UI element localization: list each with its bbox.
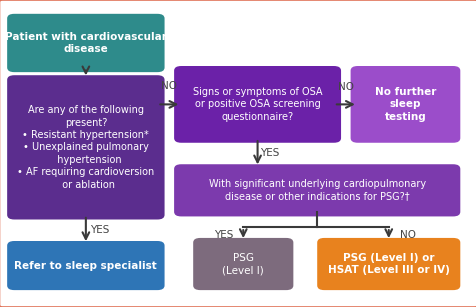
Text: No further
sleep
testing: No further sleep testing	[374, 87, 435, 122]
Text: YES: YES	[90, 225, 109, 235]
FancyBboxPatch shape	[174, 66, 340, 143]
Text: PSG
(Level I): PSG (Level I)	[222, 253, 264, 275]
Text: Are any of the following
present?
• Resistant hypertension*
• Unexplained pulmon: Are any of the following present? • Resi…	[17, 105, 154, 189]
Text: NO: NO	[337, 83, 353, 92]
FancyBboxPatch shape	[7, 241, 164, 290]
Text: YES: YES	[259, 149, 278, 158]
FancyBboxPatch shape	[193, 238, 293, 290]
Text: Signs or symptoms of OSA
or positive OSA screening
questionnaire?: Signs or symptoms of OSA or positive OSA…	[192, 87, 322, 122]
Text: Patient with cardiovascular
disease: Patient with cardiovascular disease	[5, 32, 167, 54]
Text: NO: NO	[399, 230, 415, 240]
FancyBboxPatch shape	[174, 164, 459, 216]
FancyBboxPatch shape	[7, 75, 164, 220]
Text: With significant underlying cardiopulmonary
disease or other indications for PSG: With significant underlying cardiopulmon…	[208, 179, 425, 201]
Text: Refer to sleep specialist: Refer to sleep specialist	[14, 261, 157, 270]
Text: NO: NO	[161, 81, 177, 91]
Text: YES: YES	[214, 230, 233, 240]
FancyBboxPatch shape	[7, 14, 164, 72]
FancyBboxPatch shape	[317, 238, 459, 290]
FancyBboxPatch shape	[350, 66, 459, 143]
Text: PSG (Level I) or
HSAT (Level III or IV): PSG (Level I) or HSAT (Level III or IV)	[327, 253, 449, 275]
